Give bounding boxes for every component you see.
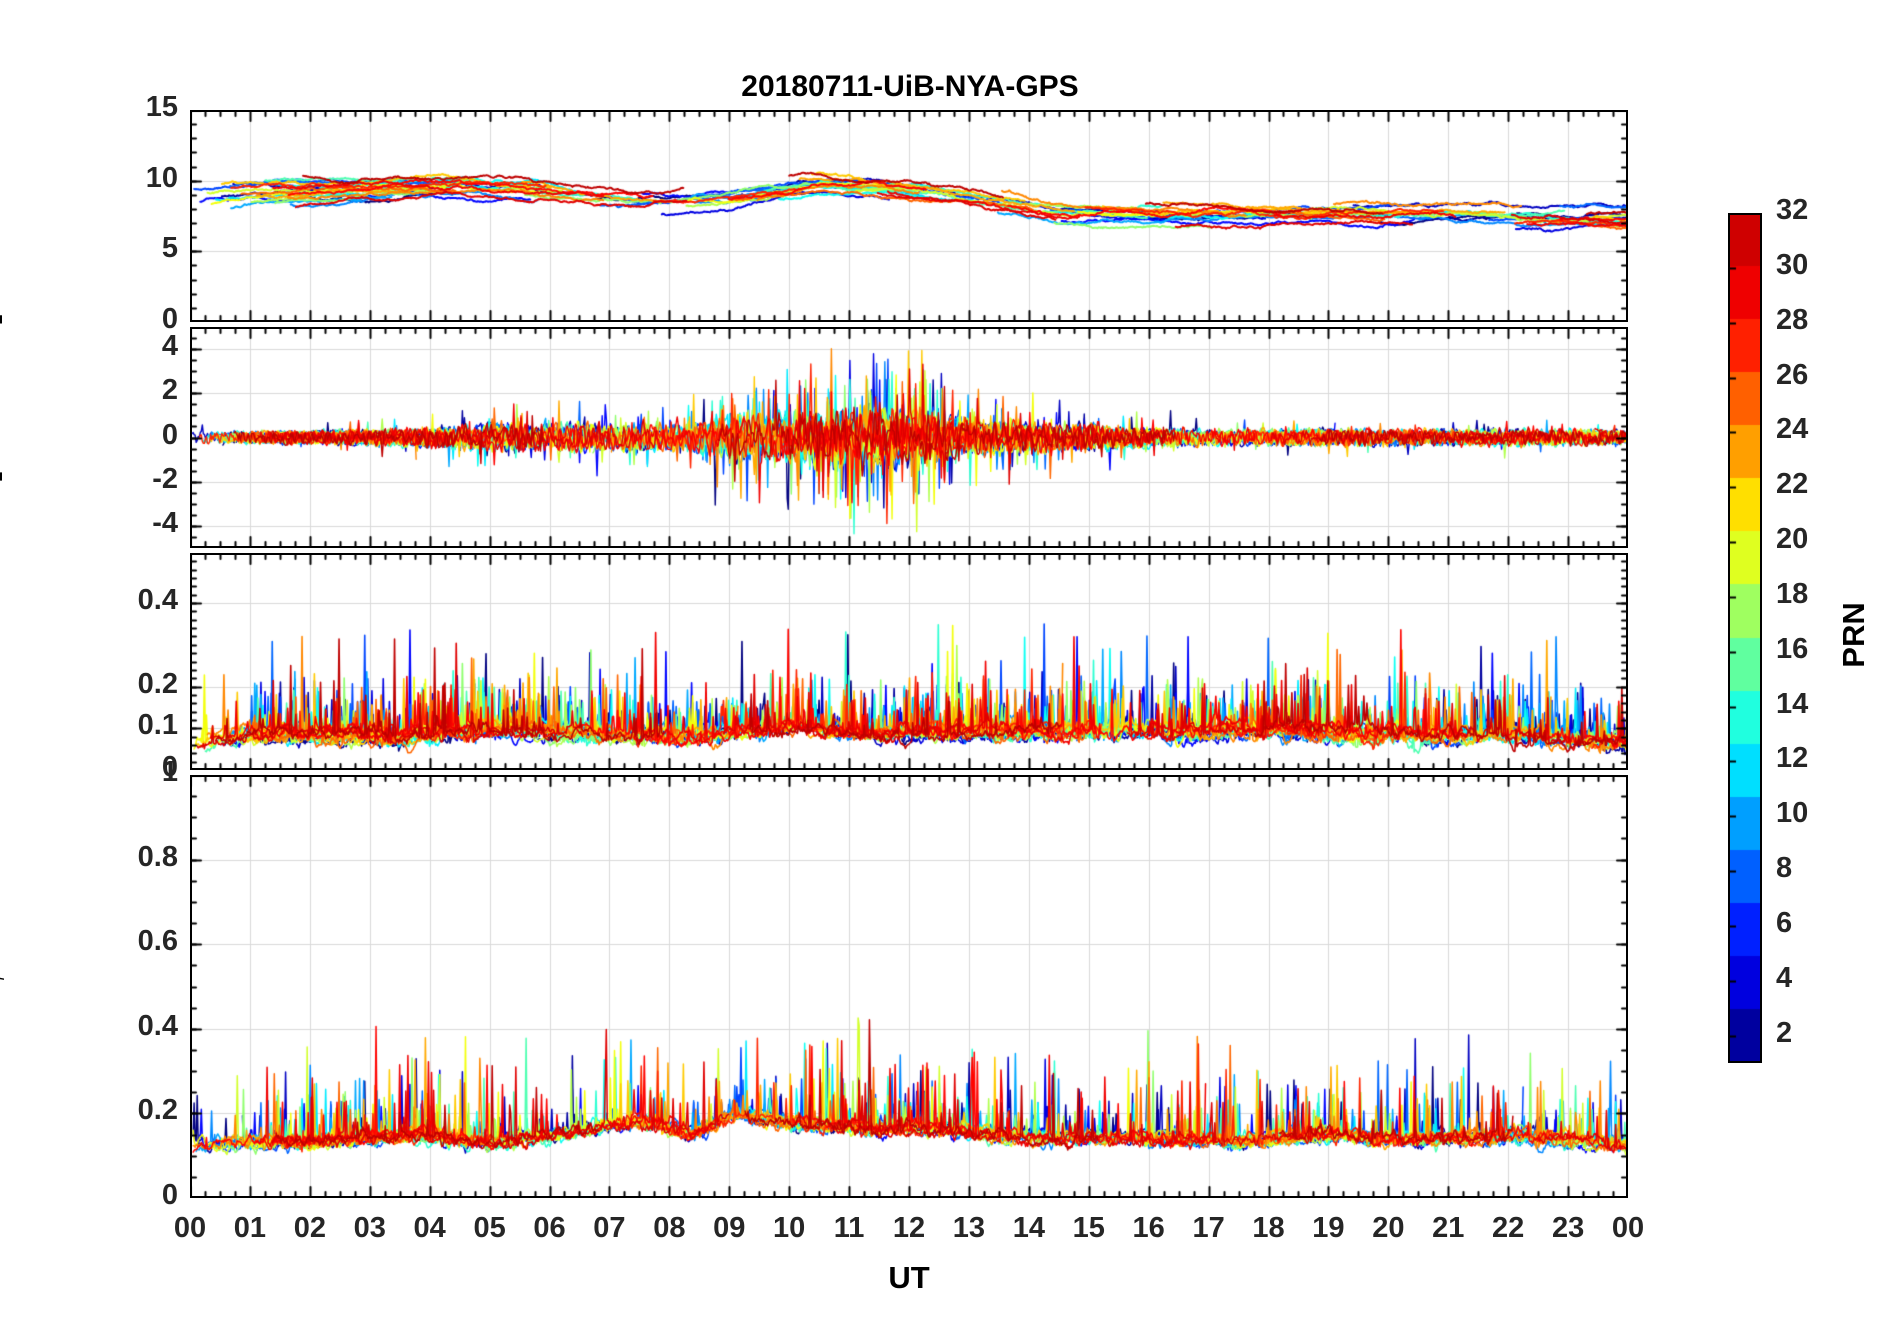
colorbar-tick-7: 18: [1776, 577, 1809, 610]
colorbar-tick-8: 16: [1776, 632, 1809, 665]
ytick-rot-2: 0: [161, 418, 178, 451]
colorbar-tick-2: 28: [1776, 303, 1809, 336]
xtick-16: 16: [1132, 1212, 1165, 1244]
panel-sigmaphi: [190, 775, 1628, 1198]
xtick-1: 01: [233, 1212, 267, 1244]
xtick-7: 07: [593, 1212, 626, 1244]
ytick-sigmaphi-0: 0: [161, 1179, 178, 1211]
colorbar-gradient: [1728, 213, 1762, 1063]
xtick-2: 02: [293, 1212, 326, 1244]
colorbar-title: PRN: [1836, 602, 1871, 668]
xtick-6: 06: [533, 1212, 566, 1244]
xtick-12: 12: [892, 1212, 926, 1244]
colorbar-tick-6: 20: [1776, 523, 1809, 556]
xtick-8: 08: [653, 1212, 686, 1244]
ytick-vtec-3: 15: [145, 91, 178, 123]
figure-title: 20180711-UiB-NYA-GPS: [741, 70, 1079, 103]
colorbar-frame: [1728, 213, 1762, 1063]
xtick-10: 10: [773, 1212, 806, 1244]
xaxis-label: UT: [888, 1260, 930, 1295]
colorbar-tick-9: 14: [1776, 687, 1809, 720]
ytick-sigmaphi-2: 0.4: [137, 1009, 178, 1042]
xtick-9: 09: [713, 1212, 746, 1244]
xtick-18: 18: [1252, 1212, 1285, 1244]
xtick-20: 20: [1372, 1212, 1405, 1244]
ytick-sigmaphi-3: 0.6: [137, 925, 178, 958]
ytick-rot-0: -4: [152, 506, 178, 539]
ytick-vtec-0: 0: [161, 303, 178, 335]
colorbar-tick-14: 4: [1776, 961, 1793, 994]
colorbar-tick-11: 10: [1776, 797, 1809, 830]
xtick-5: 05: [473, 1212, 506, 1244]
plot-area-vtec: [190, 110, 1628, 322]
xtick-15: 15: [1072, 1212, 1105, 1244]
ytick-sigmaphi-1: 0.2: [137, 1094, 178, 1127]
colorbar-tick-3: 26: [1776, 358, 1809, 391]
xtick-4: 04: [413, 1212, 446, 1244]
xtick-14: 14: [1012, 1212, 1045, 1244]
ytick-vtec-1: 5: [161, 232, 178, 265]
ytick-rot-4: 4: [161, 330, 178, 363]
ytick-s4-1: 0.1: [137, 709, 178, 742]
ytick-s4-3: 0.4: [137, 584, 178, 617]
colorbar-tick-0: 32: [1776, 194, 1809, 226]
xtick-17: 17: [1192, 1212, 1225, 1244]
xtick-22: 22: [1492, 1212, 1525, 1244]
xtick-24: 00: [1611, 1212, 1645, 1244]
panel-s4: [190, 553, 1628, 770]
colorbar-tick-4: 24: [1776, 413, 1809, 446]
plot-area-s4: [190, 553, 1628, 770]
xtick-21: 21: [1432, 1212, 1465, 1244]
ytick-sigmaphi-4: 0.8: [137, 840, 178, 873]
colorbar-tick-5: 22: [1776, 468, 1809, 501]
xtick-11: 11: [833, 1212, 865, 1244]
colorbar-tick-12: 8: [1776, 852, 1793, 885]
xtick-3: 03: [353, 1212, 386, 1244]
plot-area-rot: [190, 327, 1628, 548]
xtick-23: 23: [1551, 1212, 1585, 1244]
xtick-19: 19: [1312, 1212, 1345, 1244]
ytick-s4-0: 0: [161, 751, 178, 783]
colorbar-tick-1: 30: [1776, 248, 1809, 281]
xtick-13: 13: [952, 1212, 986, 1244]
ytick-rot-3: 2: [161, 374, 178, 407]
colorbar-tick-15: 2: [1776, 1016, 1793, 1049]
plot-area-sigmaphi: [190, 775, 1628, 1198]
panel-rot: [190, 327, 1628, 548]
ylabel-sigmaphi: σφ: [0, 704, 5, 1267]
colorbar-tick-13: 6: [1776, 906, 1793, 939]
ytick-vtec-2: 10: [145, 161, 178, 194]
ytick-s4-2: 0.2: [137, 667, 178, 700]
ytick-rot-1: -2: [152, 462, 178, 495]
ytick-sigmaphi-5: 1: [161, 756, 178, 788]
xtick-0: 00: [173, 1212, 207, 1244]
colorbar-tick-10: 12: [1776, 742, 1809, 775]
panel-vtec: [190, 110, 1628, 322]
